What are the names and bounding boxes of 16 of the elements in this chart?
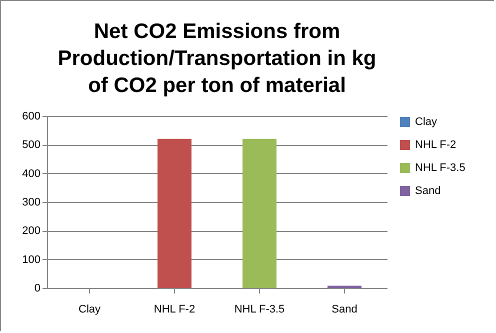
x-tick-label: NHL F-3.5 [234, 304, 285, 316]
legend-label: NHL F-2 [415, 139, 456, 151]
x-tick-label: Sand [332, 304, 358, 316]
x-tick-label: Clay [78, 304, 101, 316]
y-tick-label: 500 [22, 139, 40, 152]
y-tick-label: 200 [22, 225, 40, 238]
y-tick-label: 400 [22, 168, 40, 180]
legend-label: Sand [415, 185, 441, 197]
y-tick-label: 600 [22, 110, 40, 122]
legend-label: NHL F-3.5 [415, 162, 466, 174]
y-tick-label: 300 [22, 196, 40, 208]
y-tick-label: 0 [34, 282, 40, 294]
y-tick-label: 100 [22, 254, 40, 266]
x-tick-label: NHL F-2 [154, 304, 196, 316]
chart-title: Net CO2 Emissions from Production/Transportation in kg of CO2 per ton of material [58, 20, 376, 97]
legend-label: Clay [415, 116, 438, 128]
